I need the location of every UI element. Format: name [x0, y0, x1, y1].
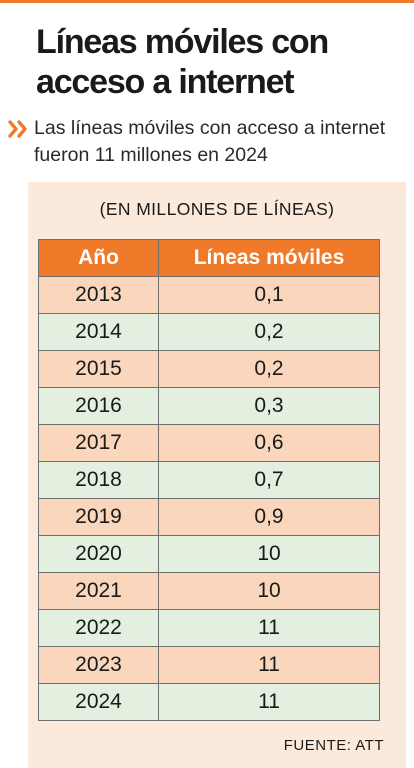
lines-value-cell: 10 [158, 535, 380, 573]
lines-value-cell: 0,9 [158, 498, 380, 536]
lines-value-cell: 11 [158, 609, 380, 647]
table-row: 2024 11 [38, 683, 380, 721]
year-cell: 2019 [38, 498, 159, 536]
table-row: 2018 0,7 [38, 461, 380, 499]
year-cell: 2020 [38, 535, 159, 573]
table-row: 2014 0,2 [38, 313, 380, 351]
table-row: 2013 0,1 [38, 276, 380, 314]
lines-value-cell: 0,1 [158, 276, 380, 314]
lines-value-cell: 0,7 [158, 461, 380, 499]
year-cell: 2024 [38, 683, 159, 721]
column-header-lines: Líneas móviles [158, 239, 380, 277]
table-row: 2015 0,2 [38, 350, 380, 388]
table-row: 2023 11 [38, 646, 380, 684]
year-cell: 2023 [38, 646, 159, 684]
year-cell: 2018 [38, 461, 159, 499]
table-header-row: Año Líneas móviles [38, 239, 380, 277]
data-table: Año Líneas móviles 2013 0,1 2014 0,2 2015 0,2… [38, 239, 380, 721]
year-cell: 2016 [38, 387, 159, 425]
table-row: 2021 10 [38, 572, 380, 610]
column-header-year: Año [38, 239, 159, 277]
table-row: 2017 0,6 [38, 424, 380, 462]
lines-value-cell: 0,6 [158, 424, 380, 462]
year-cell: 2015 [38, 350, 159, 388]
table-row: 2020 10 [38, 535, 380, 573]
table-row: 2022 11 [38, 609, 380, 647]
source-note: FUENTE: ATT [283, 737, 384, 754]
top-accent-rule [0, 0, 414, 3]
lines-value-cell: 0,2 [158, 313, 380, 351]
year-cell: 2013 [38, 276, 159, 314]
year-cell: 2021 [38, 572, 159, 610]
subtitle: Las líneas móviles con acceso a internet… [34, 117, 386, 166]
double-chevron-right-icon [8, 119, 30, 143]
year-cell: 2017 [38, 424, 159, 462]
lines-value-cell: 0,3 [158, 387, 380, 425]
year-cell: 2014 [38, 313, 159, 351]
units-label: (EN MILLONES DE LÍNEAS) [99, 199, 335, 219]
page-title: Líneas móviles con acceso a internet [36, 23, 329, 101]
lines-value-cell: 10 [158, 572, 380, 610]
table-row: 2019 0,9 [38, 498, 380, 536]
table-row: 2016 0,3 [38, 387, 380, 425]
lines-value-cell: 11 [158, 683, 380, 721]
year-cell: 2022 [38, 609, 159, 647]
lines-value-cell: 0,2 [158, 350, 380, 388]
lines-value-cell: 11 [158, 646, 380, 684]
subtitle-row: Las líneas móviles con acceso a internet… [8, 115, 408, 169]
